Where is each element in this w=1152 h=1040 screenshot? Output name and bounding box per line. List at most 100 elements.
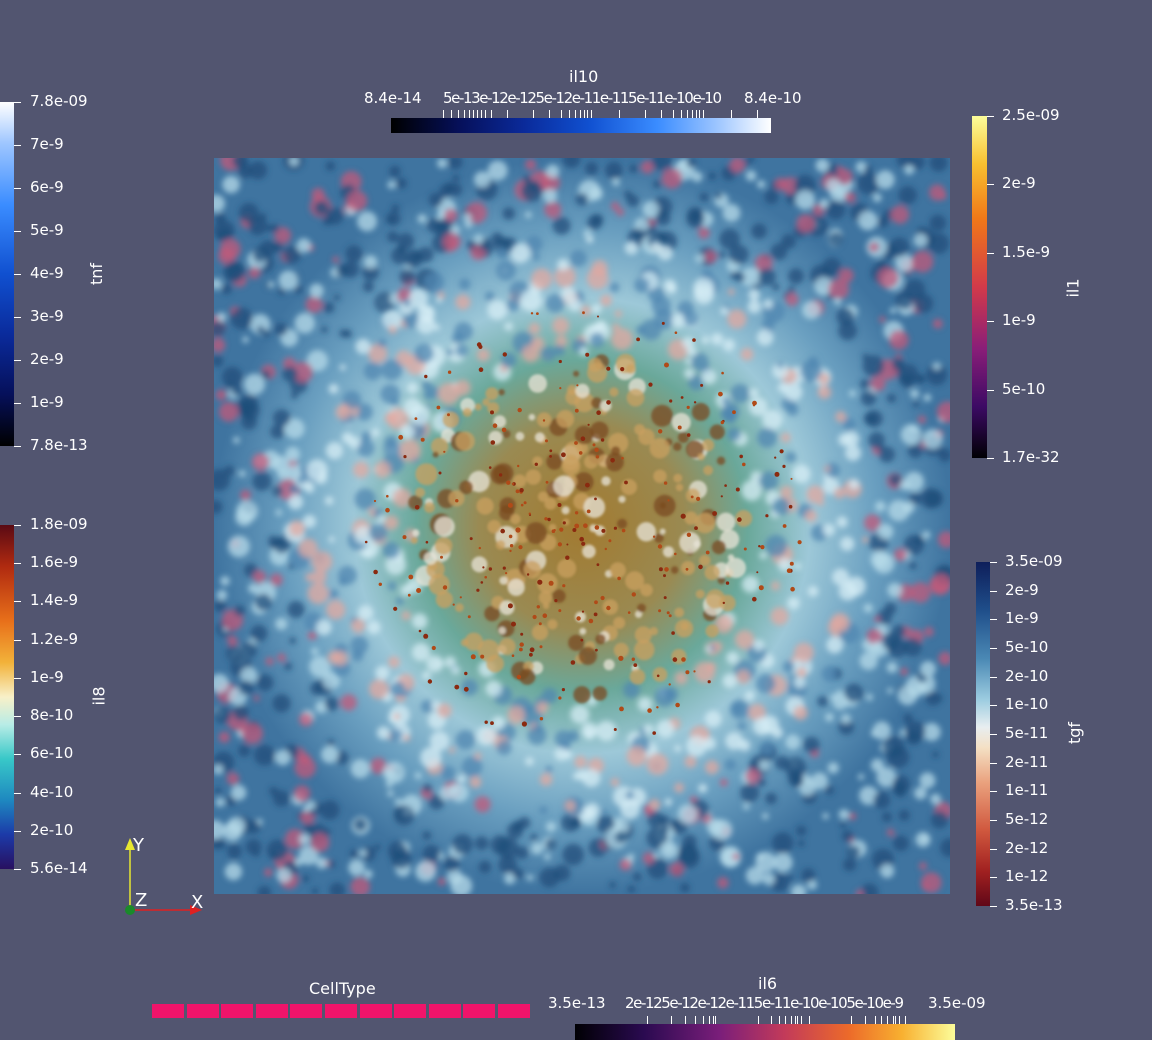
- il10-min-label: 8.4e-14: [364, 89, 422, 107]
- il1-tick: [987, 321, 994, 322]
- il1-tick: [987, 116, 994, 117]
- celltype-legend-title: CellType: [309, 979, 376, 998]
- il10-minor-tick: [533, 110, 534, 118]
- il1-tick: [987, 253, 994, 254]
- il6-minor-tick: [905, 1016, 906, 1024]
- il8-colorbar-title: il8: [89, 686, 109, 706]
- il6-minor-tick: [685, 1016, 686, 1024]
- il10-minor-tick: [569, 110, 570, 118]
- tnf-tick: [14, 145, 21, 146]
- tgf-tick: [990, 648, 997, 649]
- tnf-tick-label: 7.8e-09: [30, 92, 88, 110]
- il10-minor-tick: [575, 110, 576, 118]
- axis-label-z: Z: [135, 890, 148, 911]
- tnf-tick: [14, 403, 21, 404]
- il10-minor-tick: [443, 110, 444, 118]
- axis-label-x: X: [191, 892, 204, 913]
- y-axis-arrow-icon: [125, 838, 135, 850]
- tnf-colorbar-title: tnf: [87, 262, 107, 286]
- tnf-colorbar-gradient: [0, 102, 14, 446]
- celltype-swatch: [255, 1004, 288, 1018]
- il6-minor-tick: [695, 1016, 696, 1024]
- il8-tick-label: 1.4e-9: [30, 591, 79, 609]
- tgf-tick: [990, 791, 997, 792]
- il6-minor-tick: [779, 1016, 780, 1024]
- celltype-swatch: [325, 1004, 357, 1018]
- il6-minor-tick: [851, 1016, 852, 1024]
- tgf-tick: [990, 591, 997, 592]
- tgf-tick-label: 1e-9: [1005, 609, 1039, 627]
- il6-minor-tick: [771, 1016, 772, 1024]
- il10-minor-tick: [699, 110, 700, 118]
- tnf-tick-label: 4e-9: [30, 264, 64, 282]
- il8-tick-label: 1.8e-09: [30, 515, 88, 533]
- il6-minor-tick: [785, 1016, 786, 1024]
- il6-minor-tick: [875, 1016, 876, 1024]
- il6-min-label: 3.5e-13: [548, 994, 606, 1012]
- celltype-swatch: [221, 1004, 254, 1018]
- tnf-tick-label: 7e-9: [30, 135, 64, 153]
- tgf-tick-label: 5e-10: [1005, 638, 1049, 656]
- il10-minor-tick: [491, 110, 492, 118]
- il8-tick: [14, 640, 21, 641]
- il10-minor-tick: [645, 110, 646, 118]
- tgf-tick: [990, 763, 997, 764]
- il10-minor-tick: [696, 110, 697, 118]
- field-image: [214, 158, 950, 894]
- il1-tick: [987, 458, 994, 459]
- il10-minor-tick: [473, 110, 474, 118]
- tnf-tick-label: 7.8e-13: [30, 436, 88, 454]
- il6-colorbar-gradient: [575, 1024, 955, 1040]
- il8-tick: [14, 678, 21, 679]
- il8-tick: [14, 563, 21, 564]
- celltype-swatch: [359, 1004, 392, 1018]
- il10-minor-tick: [619, 110, 620, 118]
- il8-tick: [14, 831, 21, 832]
- il10-mid-labels: 5e-13e-12e-125e-12e-11e-115e-11e-10e-10: [443, 89, 722, 107]
- simulation-field-view[interactable]: [214, 158, 950, 894]
- il8-tick-label: 8e-10: [30, 706, 74, 724]
- il8-tick: [14, 601, 21, 602]
- tnf-tick-label: 1e-9: [30, 393, 64, 411]
- il8-tick-label: 4e-10: [30, 783, 74, 801]
- il6-minor-tick: [715, 1016, 716, 1024]
- il10-minor-tick: [458, 110, 459, 118]
- il6-minor-tick: [881, 1016, 882, 1024]
- tgf-tick-label: 5e-11: [1005, 724, 1049, 742]
- tgf-tick: [990, 877, 997, 878]
- tgf-tick: [990, 677, 997, 678]
- celltype-swatch: [463, 1004, 496, 1018]
- tgf-tick: [990, 734, 997, 735]
- il8-tick: [14, 754, 21, 755]
- tgf-tick-label: 3.5e-09: [1005, 552, 1063, 570]
- tnf-tick: [14, 188, 21, 189]
- tnf-tick-label: 6e-9: [30, 178, 64, 196]
- celltype-swatch: [186, 1004, 219, 1018]
- il1-tick-label: 1e-9: [1002, 311, 1036, 329]
- il6-minor-tick: [758, 1016, 759, 1024]
- il8-tick-label: 2e-10: [30, 821, 74, 839]
- il1-colorbar-gradient: [972, 116, 987, 458]
- il6-minor-tick: [671, 1016, 672, 1024]
- il8-tick-label: 6e-10: [30, 744, 74, 762]
- tnf-tick: [14, 231, 21, 232]
- il8-tick-label: 1.2e-9: [30, 630, 79, 648]
- axes-glyph: [125, 838, 202, 915]
- il8-tick-label: 1.6e-9: [30, 553, 79, 571]
- il10-minor-tick: [591, 110, 592, 118]
- il1-colorbar-title: il1: [1063, 278, 1083, 298]
- tgf-tick-label: 2e-11: [1005, 753, 1049, 771]
- tgf-tick-label: 2e-9: [1005, 581, 1039, 599]
- il10-minor-tick: [451, 110, 452, 118]
- il8-tick: [14, 793, 21, 794]
- tgf-tick-label: 3.5e-13: [1005, 896, 1063, 914]
- il6-minor-tick: [791, 1016, 792, 1024]
- x-axis-arrow-icon: [190, 905, 202, 915]
- il10-minor-tick: [692, 110, 693, 118]
- il8-colorbar-gradient: [0, 525, 14, 869]
- il8-tick: [14, 716, 21, 717]
- il6-max-label: 3.5e-09: [928, 994, 986, 1012]
- il6-minor-tick: [703, 1016, 704, 1024]
- il10-minor-tick: [477, 110, 478, 118]
- il10-minor-tick: [464, 110, 465, 118]
